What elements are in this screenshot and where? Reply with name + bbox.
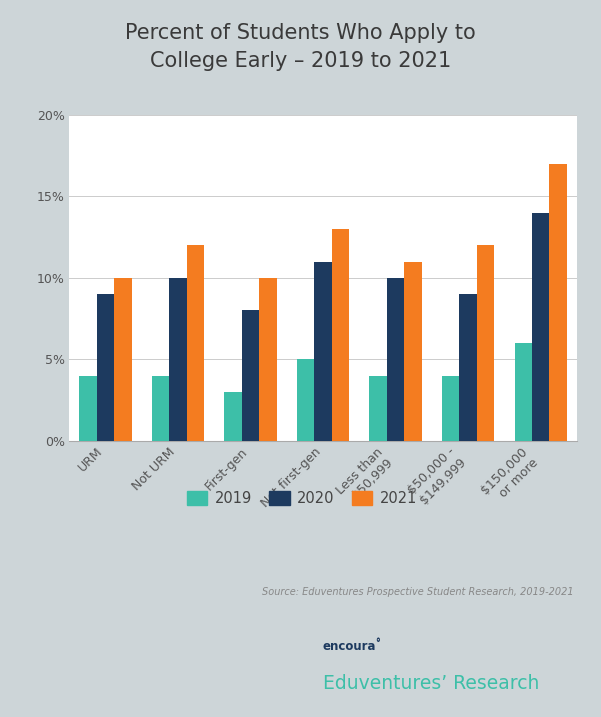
Text: Eduventures’ Research: Eduventures’ Research	[323, 674, 539, 693]
Bar	[387, 277, 404, 441]
Bar	[114, 277, 132, 441]
Bar	[459, 294, 477, 441]
Bar	[187, 245, 204, 441]
Bar	[97, 294, 114, 441]
Bar	[404, 262, 422, 441]
Bar	[477, 245, 494, 441]
Legend: 2019, 2020, 2021: 2019, 2020, 2021	[181, 485, 423, 512]
Bar	[370, 376, 387, 441]
Bar	[242, 310, 259, 441]
Bar	[514, 343, 532, 441]
Bar	[332, 229, 349, 441]
Bar	[442, 376, 459, 441]
Bar	[152, 376, 169, 441]
Text: Percent of Students Who Apply to
College Early – 2019 to 2021: Percent of Students Who Apply to College…	[125, 23, 476, 70]
Bar	[79, 376, 97, 441]
Bar	[224, 392, 242, 441]
Bar	[549, 163, 567, 441]
Bar	[259, 277, 276, 441]
Bar	[314, 262, 332, 441]
Text: encoura˚: encoura˚	[323, 640, 382, 653]
Bar	[169, 277, 187, 441]
Bar	[297, 359, 314, 441]
Bar	[532, 212, 549, 441]
Text: Source: Eduventures Prospective Student Research, 2019-2021: Source: Eduventures Prospective Student …	[262, 587, 574, 597]
